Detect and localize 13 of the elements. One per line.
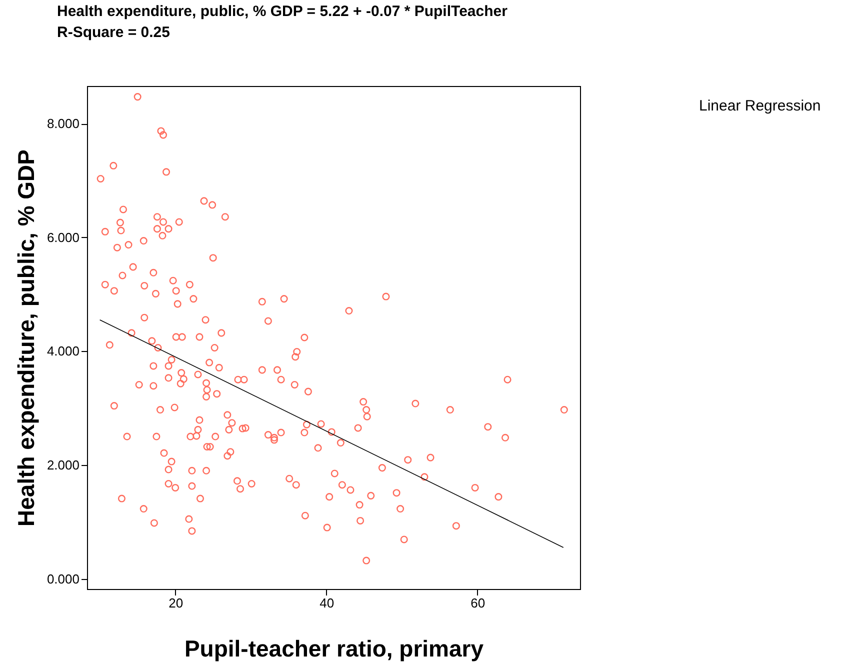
x-tick-label: 20 [168,596,184,610]
chart-subtitle: R-Square = 0.25 [57,24,170,41]
y-tick-label: 0.000 [46,571,80,586]
text: Linear Regression [699,98,821,114]
y-tick-label: 2.000 [46,457,80,472]
y-tick-label: 8.000 [46,116,80,132]
x-tick-label: 40 [320,596,334,610]
y-axis-title: Health expenditure, public, % GDP [12,149,39,527]
y-tick-label: 6.000 [46,230,80,245]
x-tick-label: 60 [470,596,486,610]
y-tick-label: 4.000 [46,344,80,359]
chart-title: Health expenditure, public, % GDP = 5.22 + -0.07 * PupilTeacher [57,3,508,20]
x-axis-title: Pupil-teacher ratio, primary [184,636,484,662]
